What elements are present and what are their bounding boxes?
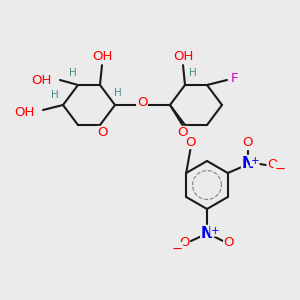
Text: H: H — [69, 68, 77, 78]
Text: O: O — [179, 236, 189, 250]
Text: O: O — [178, 127, 188, 140]
Text: −: − — [274, 163, 285, 176]
Text: O: O — [186, 136, 196, 148]
Text: −: − — [171, 242, 183, 256]
Text: O: O — [268, 158, 278, 172]
Text: H: H — [189, 68, 197, 78]
Text: OH: OH — [15, 106, 35, 119]
Text: O: O — [242, 136, 253, 149]
Text: OH: OH — [173, 50, 193, 64]
Text: +: + — [250, 156, 259, 166]
Text: N: N — [242, 155, 254, 170]
Text: O: O — [97, 127, 107, 140]
Text: O: O — [137, 97, 147, 110]
Text: H: H — [51, 90, 59, 100]
Text: H: H — [114, 88, 122, 98]
Text: O: O — [224, 236, 234, 250]
Text: OH: OH — [32, 74, 52, 86]
Text: +: + — [211, 226, 219, 236]
Text: OH: OH — [92, 50, 112, 64]
Text: N: N — [201, 226, 213, 241]
Text: F: F — [231, 71, 239, 85]
